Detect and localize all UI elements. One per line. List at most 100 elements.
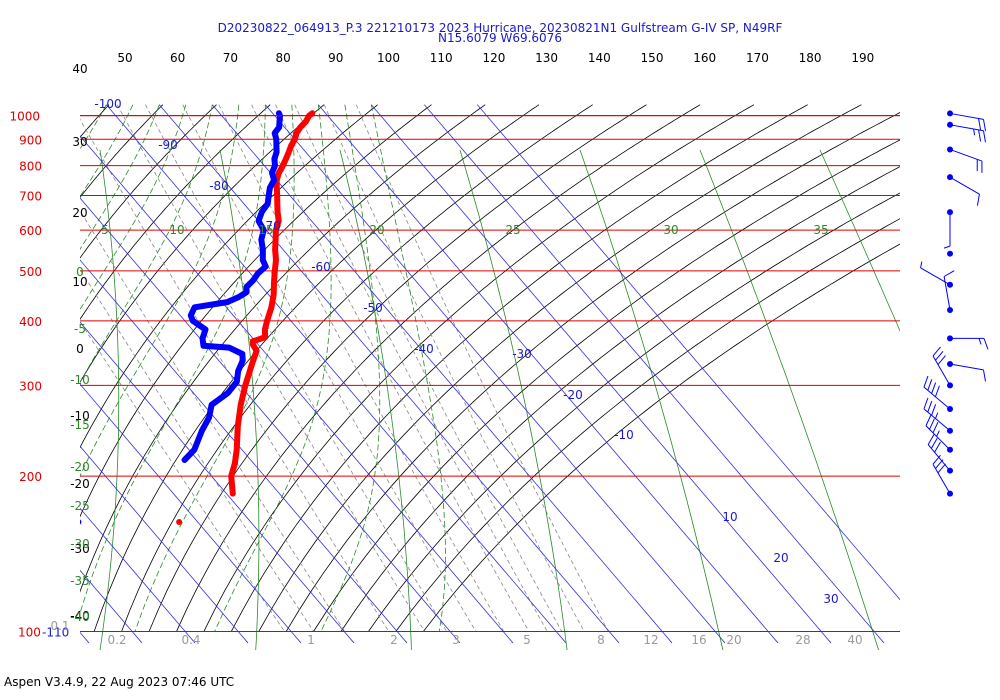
wind-barb-flag (943, 270, 955, 277)
top-axis-label: 190 (851, 51, 874, 65)
moist-adiabat-label: -25 (70, 499, 90, 513)
top-axis-label: 60 (170, 51, 185, 65)
isotherm-label: -80 (209, 179, 229, 193)
dry-adiabat (368, 192, 900, 632)
mixing-ratio-label: 28 (795, 633, 810, 647)
sounding-marker (176, 518, 183, 525)
dry-adiabat (80, 104, 325, 383)
mixing-ratio-line (116, 104, 425, 632)
top-axis-label: 110 (430, 51, 453, 65)
wind-barb-staff (925, 425, 951, 451)
moist-adiabat (80, 104, 213, 384)
isotherm-label: -40 (414, 342, 434, 356)
wind-barb-staff (927, 444, 951, 471)
mixing-ratio-label: 3 (452, 633, 460, 647)
top-axis-label: 50 (117, 51, 132, 65)
wind-barb-flag (927, 379, 933, 391)
pressure-label: 500 (19, 265, 42, 279)
mixing-ratio-line (145, 104, 448, 632)
dry-adiabat (203, 104, 755, 632)
wind-barb-staff (949, 124, 984, 132)
background-grid (0, 104, 900, 650)
moist-adiabat (80, 104, 134, 198)
wind-barb-flag (978, 129, 982, 142)
isotherm (80, 259, 408, 644)
moist-adiabat-label: -5 (74, 322, 86, 336)
wind-barb-flag (923, 375, 929, 388)
mixing-ratio-line (323, 104, 585, 632)
isotherm (80, 321, 355, 644)
moist-adiabat-label: -20 (70, 460, 90, 474)
dry-adiabat (340, 166, 900, 632)
isotherm (424, 104, 885, 644)
mixing-ratio-line (275, 104, 548, 632)
wind-barb-flag (978, 338, 982, 345)
theta-e-label: 10 (169, 223, 184, 237)
wind-barb-flag (973, 128, 976, 136)
height-label: -10 (70, 409, 90, 423)
software-version-footer: Aspen V3.4.9, 22 Aug 2023 07:46 UTC (4, 675, 235, 689)
pressure-label: 800 (19, 160, 42, 174)
pressure-label: 100 (18, 625, 41, 639)
pressure-label: 400 (19, 315, 42, 329)
height-label: 20 (72, 206, 87, 220)
moist-adiabat (80, 104, 81, 106)
theta-e-label: 35 (813, 223, 828, 237)
mixing-ratio-line (218, 104, 505, 632)
dry-adiabat (80, 104, 217, 259)
height-label: 0 (76, 342, 84, 356)
wind-barb-flag (937, 355, 946, 365)
isotherm-label: -60 (311, 260, 331, 274)
isotherm-label: -30 (512, 347, 532, 361)
top-axis-label: 150 (641, 51, 664, 65)
wind-barb-flag (932, 422, 939, 434)
theta-e-label: 20 (369, 223, 384, 237)
wind-barb-flag (934, 385, 940, 397)
moist-adiabat-label: -40 (70, 610, 90, 624)
theta-e-curve (579, 149, 724, 650)
moist-adiabat (80, 104, 107, 150)
isotherm (80, 445, 249, 644)
theta-e-label: 15 (258, 223, 273, 237)
isotherm (212, 104, 673, 644)
wind-barb-flag (982, 369, 987, 382)
moist-adiabat-label: -35 (70, 574, 90, 588)
isotherm-label: -70 (261, 219, 281, 233)
top-axis-label: 40 (72, 62, 87, 76)
mixing-ratio-label: 12 (643, 633, 658, 647)
wind-barb-staff (923, 386, 951, 410)
top-axis-label: 130 (535, 51, 558, 65)
theta-e-label: 30 (663, 223, 678, 237)
top-axis-label: 100 (377, 51, 400, 65)
height-label: 10 (72, 275, 87, 289)
dry-adiabat (148, 104, 647, 632)
mixing-ratio-label: 0.2 (107, 633, 126, 647)
moist-adiabat (0, 105, 53, 632)
chart-subtitle: N15.6079 W69.6076 (438, 31, 562, 45)
mixing-ratio-label: 1 (307, 633, 315, 647)
moist-adiabat (80, 104, 187, 311)
wind-barb-staff (932, 463, 951, 494)
isotherm (318, 104, 779, 644)
isotherm (80, 507, 196, 644)
wind-barb-station (947, 250, 953, 257)
mixing-ratio-label: 0.4 (181, 633, 200, 647)
dry-adiabat (258, 104, 862, 632)
wind-barb-flag (943, 245, 951, 249)
pressure-label: 900 (19, 133, 42, 147)
wind-barb-flag (929, 418, 935, 430)
wind-barb-flag (976, 194, 980, 206)
mixing-ratio-label: 8 (597, 633, 605, 647)
moist-adiabat (0, 105, 27, 632)
dry-adiabat (80, 104, 432, 518)
dry-adiabat (80, 104, 110, 138)
height-label: -40 (70, 609, 90, 623)
theta-e-label: 5 (101, 223, 109, 237)
chart-title: D20230822_064913_P.3 221210173 2023 Hurr… (217, 21, 783, 35)
mixing-ratio-label: 20 (726, 633, 741, 647)
wind-barb-flag (931, 382, 937, 394)
mixing-ratio-label: 16 (691, 633, 706, 647)
mixing-ratio-line (182, 104, 477, 632)
isotherm (80, 383, 302, 644)
